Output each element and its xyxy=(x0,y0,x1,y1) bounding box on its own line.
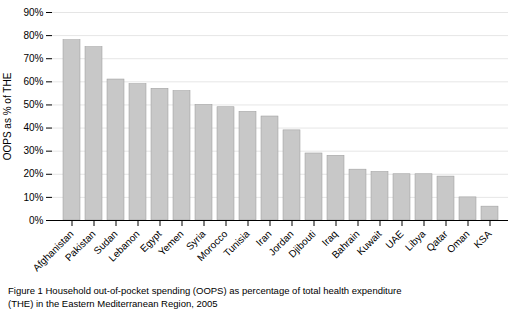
svg-text:Tunisia: Tunisia xyxy=(221,228,252,259)
svg-text:40%: 40% xyxy=(23,122,43,133)
svg-text:OOPS as % of THE: OOPS as % of THE xyxy=(2,72,13,160)
svg-text:20%: 20% xyxy=(23,168,43,179)
svg-text:Libya: Libya xyxy=(403,228,428,253)
svg-text:Qatar: Qatar xyxy=(424,228,450,254)
svg-text:Oman: Oman xyxy=(445,228,472,255)
svg-text:Sudan: Sudan xyxy=(91,228,120,257)
svg-text:70%: 70% xyxy=(23,53,43,64)
svg-text:Bahrain: Bahrain xyxy=(330,228,362,260)
svg-text:80%: 80% xyxy=(23,30,43,41)
svg-text:Kuwait: Kuwait xyxy=(355,228,384,257)
svg-text:Morocco: Morocco xyxy=(195,228,230,263)
svg-text:KSA: KSA xyxy=(472,228,494,250)
svg-text:10%: 10% xyxy=(23,192,43,203)
svg-text:UAE: UAE xyxy=(383,228,406,251)
svg-text:Iraq: Iraq xyxy=(319,228,340,249)
html-text:Figure 1 Household out-of-pock: Figure 1 Household out-of-pocket spendin… xyxy=(8,285,402,296)
svg-text:30%: 30% xyxy=(23,145,43,156)
svg-text:Jordan: Jordan xyxy=(266,228,296,258)
svg-text:Lebanon: Lebanon xyxy=(106,228,141,263)
svg-text:Syria: Syria xyxy=(183,228,208,253)
svg-text:Afghanistan: Afghanistan xyxy=(30,228,76,274)
svg-text:0%: 0% xyxy=(29,215,44,226)
svg-text:Egypt: Egypt xyxy=(137,228,164,255)
html-text:(THE) in the Eastern Mediterra: (THE) in the Eastern Mediterranean Regio… xyxy=(8,298,218,309)
svg-text:90%: 90% xyxy=(23,7,43,18)
svg-text:Pakistan: Pakistan xyxy=(63,228,98,263)
svg-text:60%: 60% xyxy=(23,76,43,87)
svg-text:Djibouti: Djibouti xyxy=(286,228,317,259)
svg-text:Yemen: Yemen xyxy=(156,228,186,258)
svg-text:50%: 50% xyxy=(23,99,43,110)
svg-text:Iran: Iran xyxy=(253,228,274,249)
